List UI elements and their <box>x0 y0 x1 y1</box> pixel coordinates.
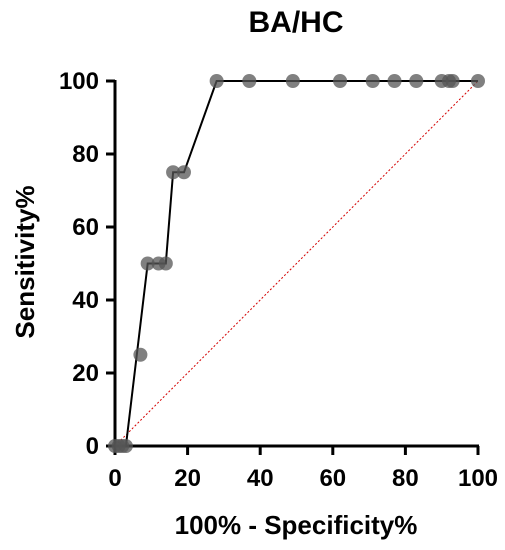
y-axis-label: Sensitivity% <box>10 185 40 338</box>
data-point <box>118 439 133 453</box>
data-point <box>209 74 224 88</box>
data-point <box>387 74 402 88</box>
data-point <box>166 165 181 180</box>
data-point <box>445 74 460 88</box>
data-point <box>158 256 173 271</box>
data-point <box>409 74 424 88</box>
chart-title: BA/HC <box>249 6 344 39</box>
y-tick-label: 80 <box>72 141 99 168</box>
x-tick-label: 60 <box>319 465 346 492</box>
y-tick-label: 40 <box>72 287 99 314</box>
ticks: 0 20 40 60 80 100 0 20 40 60 80 100 <box>59 68 498 492</box>
roc-curve-line <box>115 80 478 447</box>
data-point <box>285 74 300 88</box>
axes <box>113 80 479 448</box>
x-tick-label: 40 <box>247 465 274 492</box>
y-tick-label: 60 <box>72 214 99 241</box>
reference-line <box>114 80 479 447</box>
data-point <box>140 256 155 271</box>
x-tick-label: 100 <box>458 465 498 492</box>
data-point <box>133 347 148 362</box>
y-tick-label: 100 <box>59 68 99 95</box>
data-point <box>333 74 348 88</box>
x-tick-label: 80 <box>392 465 419 492</box>
points-group <box>108 74 485 453</box>
y-tick-label: 0 <box>86 433 99 460</box>
series-group <box>115 80 478 447</box>
x-axis-label: 100% - Specificity% <box>175 510 418 540</box>
reference-line-group <box>114 80 479 447</box>
data-point <box>176 165 191 180</box>
data-point <box>242 74 257 88</box>
data-point <box>365 74 380 88</box>
x-tick-label: 20 <box>174 465 201 492</box>
y-tick-label: 20 <box>72 360 99 387</box>
x-tick-label: 0 <box>108 465 121 492</box>
data-point <box>471 74 485 88</box>
